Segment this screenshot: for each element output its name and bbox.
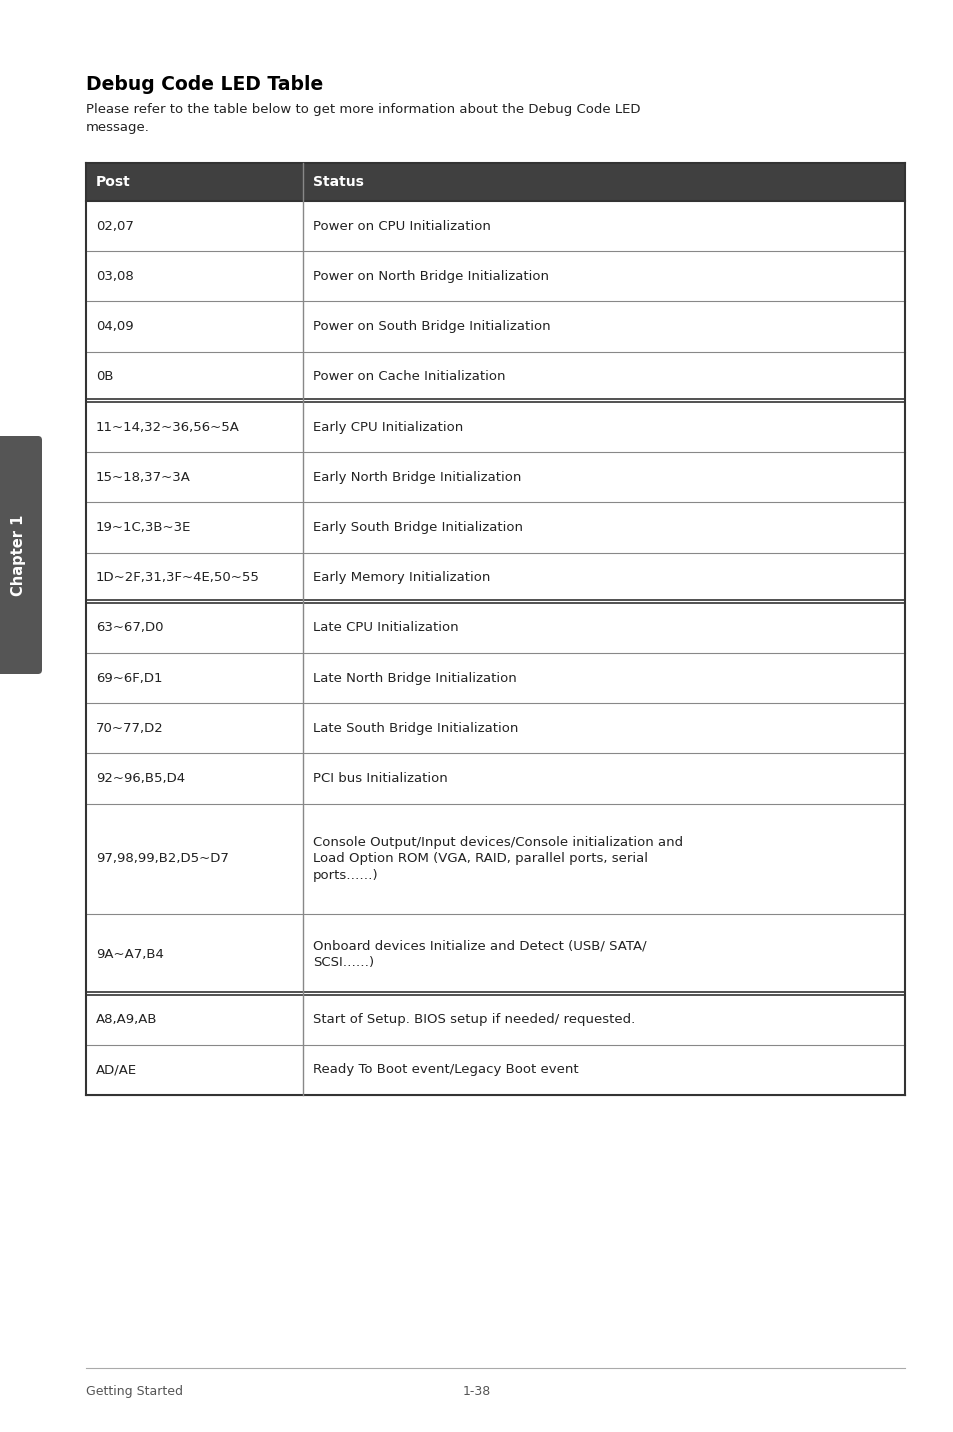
Bar [86, 703, 904, 753]
Bar [86, 753, 904, 803]
Text: Power on South Bridge Initialization: Power on South Bridge Initialization [313, 321, 550, 334]
Text: Getting Started: Getting Started [86, 1385, 183, 1398]
Text: Chapter 1: Chapter 1 [11, 514, 27, 596]
Bar [86, 653, 904, 703]
Text: 1-38: 1-38 [462, 1385, 491, 1398]
Bar [86, 163, 904, 200]
Text: Late South Bridge Initialization: Late South Bridge Initialization [313, 722, 517, 735]
Bar [86, 302, 904, 352]
Text: 19~1C,3B~3E: 19~1C,3B~3E [96, 521, 192, 534]
Text: Power on Cache Initialization: Power on Cache Initialization [313, 371, 505, 384]
Bar [86, 603, 904, 653]
Text: A8,A9,AB: A8,A9,AB [96, 1014, 157, 1027]
Text: Early CPU Initialization: Early CPU Initialization [313, 421, 463, 434]
Text: 04,09: 04,09 [96, 321, 133, 334]
Text: Status: Status [313, 175, 363, 189]
Bar [86, 1045, 904, 1095]
Text: 1D~2F,31,3F~4E,50~55: 1D~2F,31,3F~4E,50~55 [96, 571, 259, 584]
Text: Early South Bridge Initialization: Early South Bridge Initialization [313, 521, 522, 534]
Text: 97,98,99,B2,D5~D7: 97,98,99,B2,D5~D7 [96, 852, 229, 865]
Bar [86, 251, 904, 302]
Text: 11~14,32~36,56~5A: 11~14,32~36,56~5A [96, 421, 239, 434]
Text: Late North Bridge Initialization: Late North Bridge Initialization [313, 672, 517, 684]
FancyBboxPatch shape [0, 435, 42, 674]
Bar [86, 914, 904, 995]
Text: Early North Bridge Initialization: Early North Bridge Initialization [313, 471, 521, 484]
Bar [86, 352, 904, 402]
Text: 0B: 0B [96, 371, 113, 384]
Text: 02,07: 02,07 [96, 219, 133, 232]
Bar [86, 503, 904, 553]
Bar [86, 553, 904, 603]
Text: PCI bus Initialization: PCI bus Initialization [313, 772, 447, 785]
Bar [86, 995, 904, 1045]
Bar [86, 200, 904, 251]
Text: Onboard devices Initialize and Detect (USB/ SATA/
SCSI……): Onboard devices Initialize and Detect (U… [313, 939, 646, 969]
Text: Late CPU Initialization: Late CPU Initialization [313, 621, 458, 634]
Text: 15~18,37~3A: 15~18,37~3A [96, 471, 191, 484]
Bar [86, 803, 904, 914]
Text: Power on CPU Initialization: Power on CPU Initialization [313, 219, 491, 232]
Text: 69~6F,D1: 69~6F,D1 [96, 672, 162, 684]
Text: Console Output/Input devices/Console initialization and
Load Option ROM (VGA, RA: Console Output/Input devices/Console ini… [313, 836, 682, 882]
Text: Early Memory Initialization: Early Memory Initialization [313, 571, 490, 584]
Text: AD/AE: AD/AE [96, 1064, 137, 1077]
Text: 92~96,B5,D4: 92~96,B5,D4 [96, 772, 185, 785]
Text: 9A~A7,B4: 9A~A7,B4 [96, 948, 164, 961]
Text: Start of Setup. BIOS setup if needed/ requested.: Start of Setup. BIOS setup if needed/ re… [313, 1014, 635, 1027]
Text: 03,08: 03,08 [96, 269, 133, 284]
Text: Ready To Boot event/Legacy Boot event: Ready To Boot event/Legacy Boot event [313, 1064, 578, 1077]
Text: 63~67,D0: 63~67,D0 [96, 621, 163, 634]
Text: Power on North Bridge Initialization: Power on North Bridge Initialization [313, 269, 549, 284]
Bar [86, 402, 904, 453]
Bar [86, 453, 904, 503]
Text: 70~77,D2: 70~77,D2 [96, 722, 164, 735]
Text: Post: Post [96, 175, 131, 189]
Text: Debug Code LED Table: Debug Code LED Table [86, 74, 323, 95]
Text: Please refer to the table below to get more information about the Debug Code LED: Please refer to the table below to get m… [86, 103, 639, 135]
